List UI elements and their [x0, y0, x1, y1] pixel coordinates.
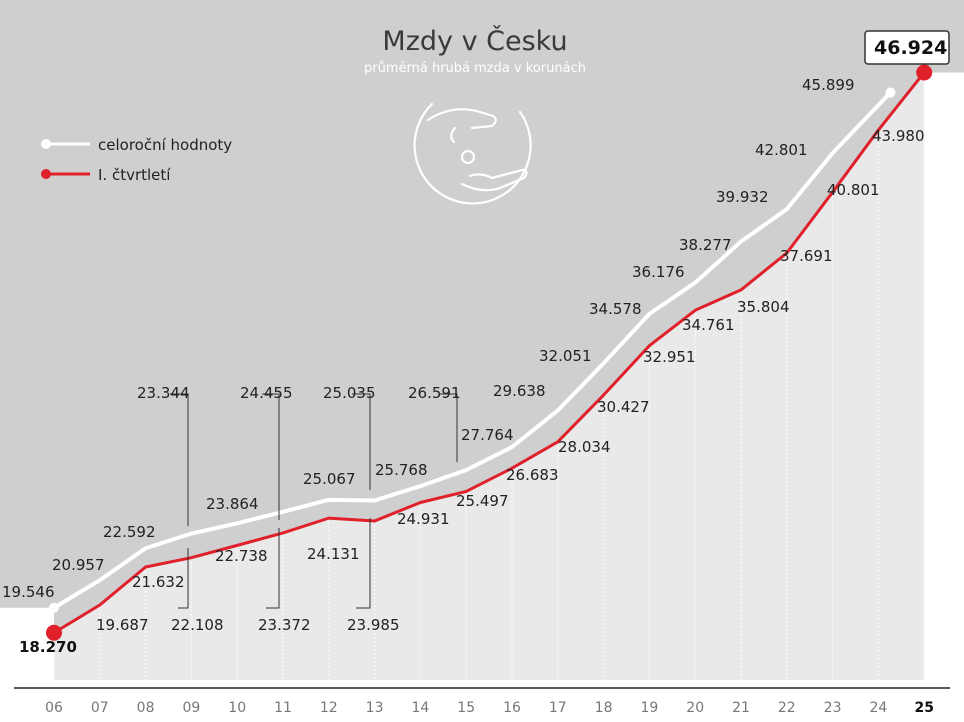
legend-label-celorocni: celoroční hodnoty: [98, 136, 232, 154]
label-celorocni-15: 26.591: [408, 384, 461, 402]
x-tick-08: 08: [137, 700, 155, 716]
label-connector: [356, 518, 371, 609]
point-celorocni-06: [49, 602, 59, 613]
legend: celoroční hodnoty I. čtvrtletí: [41, 136, 232, 184]
hands-coin-icon: [413, 102, 532, 205]
label-ctvrtleti-23: 40.801: [827, 181, 880, 199]
label-ctvrtleti-12: 24.131: [307, 545, 360, 563]
label-celorocni-07: 20.957: [52, 556, 105, 574]
label-celorocni-18: 32.051: [539, 347, 592, 365]
label-connector: [440, 393, 458, 462]
chart-subtitle: průměrná hrubá mzda v korunách: [364, 61, 586, 76]
x-tick-13: 13: [366, 700, 384, 716]
x-tick-07: 07: [91, 700, 109, 716]
lower-area: [54, 72, 925, 680]
label-ctvrtleti-10: 22.738: [215, 547, 268, 565]
x-tick-20: 20: [686, 700, 704, 716]
label-celorocni-17: 29.638: [493, 382, 546, 400]
x-tick-24: 24: [869, 700, 887, 716]
label-ctvrtleti-09: 22.108: [171, 616, 224, 634]
point-celorocni-24: [885, 87, 896, 98]
label-ctvrtleti-25: 46.924: [874, 37, 947, 59]
x-tick-22: 22: [778, 700, 796, 716]
label-ctvrtleti-18: 30.427: [597, 398, 650, 416]
label-ctvrtleti-14: 24.931: [397, 510, 450, 528]
label-ctvrtleti-21: 35.804: [737, 298, 790, 316]
x-tick-06: 06: [45, 700, 63, 716]
label-ctvrtleti-20: 34.761: [682, 316, 735, 334]
point-ctvrtleti-06: [46, 624, 62, 641]
label-ctvrtleti-17: 28.034: [558, 438, 611, 456]
label-connector: [170, 393, 189, 526]
x-tick-21: 21: [732, 700, 750, 716]
label-ctvrtleti-11: 23.372: [258, 616, 311, 634]
legend-label-ctvrtleti: I. čtvrtletí: [98, 166, 171, 184]
label-connector: [266, 528, 280, 609]
x-tick-14: 14: [411, 700, 429, 716]
label-ctvrtleti-08: 21.632: [132, 573, 185, 591]
x-tick-18: 18: [595, 700, 613, 716]
x-tick-09: 09: [182, 700, 200, 716]
label-connectors: [170, 393, 458, 609]
label-connector: [262, 393, 280, 520]
label-celorocni-09: 23.344: [137, 384, 190, 402]
x-tick-10: 10: [228, 700, 246, 716]
x-tick-19: 19: [640, 700, 658, 716]
legend-marker-ctvrtleti: [41, 169, 51, 179]
x-tick-11: 11: [274, 700, 292, 716]
label-ctvrtleti-24: 43.980: [872, 127, 925, 145]
label-celorocni-24: 45.899: [802, 76, 855, 94]
label-celorocni-12: 25.067: [303, 470, 356, 488]
label-celorocni-13: 25.035: [323, 384, 376, 402]
label-ctvrtleti-22: 37.691: [780, 247, 833, 265]
label-ctvrtleti-15: 25.497: [456, 492, 509, 510]
x-tick-16: 16: [503, 700, 521, 716]
label-celorocni-22: 39.932: [716, 188, 769, 206]
x-tick-15: 15: [457, 700, 475, 716]
x-tick-23: 23: [824, 700, 842, 716]
grey-backdrop: [0, 0, 964, 608]
x-axis: 06 07 08 09 10 11 12 13 14 15 16 17 18 19 20 21 22 23 24 25: [45, 700, 934, 716]
label-ctvrtleti-13: 23.985: [347, 616, 400, 634]
label-connector: [178, 548, 189, 609]
label-celorocni-21: 38.277: [679, 236, 732, 254]
label-celorocni-06: 19.546: [2, 583, 55, 601]
label-celorocni-08: 22.592: [103, 523, 156, 541]
label-celorocni-10: 23.864: [206, 495, 259, 513]
label-connector: [352, 393, 371, 490]
highlight-box-25: [864, 30, 950, 65]
label-ctvrtleti-07: 19.687: [96, 616, 149, 634]
label-ctvrtleti-06: 18.270: [19, 638, 77, 656]
label-ctvrtleti-16: 26.683: [506, 466, 559, 484]
label-celorocni-14: 25.768: [375, 461, 428, 479]
series-line-celorocni: [52, 91, 892, 610]
chart-title: Mzdy v Česku: [382, 25, 567, 57]
point-ctvrtleti-25: [916, 64, 933, 81]
grid: [14, 76, 950, 689]
x-tick-12: 12: [320, 700, 338, 716]
label-celorocni-23: 42.801: [755, 141, 808, 159]
label-celorocni-19: 34.578: [589, 300, 642, 318]
label-ctvrtleti-19: 32.951: [643, 348, 696, 366]
label-celorocni-20: 36.176: [632, 263, 685, 281]
series-lines: [46, 64, 933, 641]
series-line-ctvrtleti: [53, 71, 926, 635]
label-celorocni-11: 24.455: [240, 384, 293, 402]
legend-marker-celorocni: [41, 139, 51, 149]
label-celorocni-16: 27.764: [461, 426, 514, 444]
data-labels: 19.546 20.957 22.592 23.344 23.864 24.455 25.0…: [2, 30, 950, 656]
x-tick-25: 25: [914, 700, 933, 716]
chart-background: [0, 0, 964, 680]
x-tick-17: 17: [549, 700, 567, 716]
